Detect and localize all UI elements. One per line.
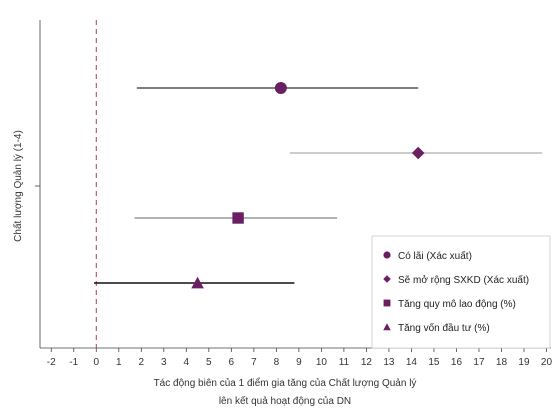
x-tick-label: 3 bbox=[161, 357, 167, 368]
x-tick-label: 9 bbox=[296, 357, 302, 368]
x-tick-label: 15 bbox=[428, 357, 440, 368]
x-tick-label: 20 bbox=[541, 357, 553, 368]
legend-label: Tăng vốn đầu tư (%) bbox=[398, 322, 490, 334]
x-tick-label: 14 bbox=[406, 357, 418, 368]
legend-marker bbox=[383, 323, 391, 331]
x-tick-label: 13 bbox=[383, 357, 395, 368]
x-tick-label: 11 bbox=[339, 357, 350, 368]
legend-marker bbox=[383, 251, 391, 259]
x-tick-label: 1 bbox=[116, 357, 122, 368]
x-tick-label: 10 bbox=[316, 357, 328, 368]
x-axis-label-line-1: Tác động biên của 1 điểm gia tăng của Ch… bbox=[154, 377, 417, 389]
x-tick-label: 0 bbox=[93, 357, 99, 368]
x-tick-label: 16 bbox=[451, 357, 463, 368]
legend-label: Sẽ mở rộng SXKD (Xác xuất) bbox=[398, 274, 529, 286]
axes: -2 -1 0 1 2 3 4 5 6 7 8 9 10 11 12 13 14 15 16 17 18 19 20 bbox=[35, 20, 552, 368]
point-estimate bbox=[191, 276, 204, 289]
x-tick-label: 2 bbox=[139, 357, 145, 368]
point-estimate bbox=[274, 82, 287, 94]
x-axis-label-line-2: lên kết quả hoạt động của DN bbox=[219, 395, 351, 407]
x-tick-label: 19 bbox=[518, 357, 530, 368]
x-tick-label: -2 bbox=[47, 357, 56, 368]
y-axis-label: Chất lượng Quản lý (1-4) bbox=[12, 130, 24, 242]
x-tick-label: 18 bbox=[496, 357, 508, 368]
x-tick-label: 6 bbox=[229, 357, 235, 368]
x-tick-label: 12 bbox=[361, 357, 373, 368]
x-tick-label: -1 bbox=[69, 357, 78, 368]
legend-box bbox=[371, 235, 551, 349]
legend: Có lãi (Xác xuất) Sẽ mở rộng SXKD (Xác xu… bbox=[371, 235, 551, 349]
point-estimate bbox=[232, 212, 244, 224]
x-tick-label: 8 bbox=[274, 357, 280, 368]
legend-marker bbox=[383, 299, 391, 307]
legend-label: Có lãi (Xác xuất) bbox=[398, 250, 472, 262]
x-tick-label: 4 bbox=[184, 357, 190, 368]
x-tick-label: 17 bbox=[473, 357, 485, 368]
series-marks bbox=[94, 82, 542, 289]
x-tick-label: 7 bbox=[251, 357, 257, 368]
x-tick-label: 5 bbox=[206, 357, 212, 368]
point-estimate bbox=[411, 146, 425, 160]
legend-label: Tăng quy mô lao động (%) bbox=[398, 299, 516, 310]
legend-marker bbox=[383, 275, 391, 283]
